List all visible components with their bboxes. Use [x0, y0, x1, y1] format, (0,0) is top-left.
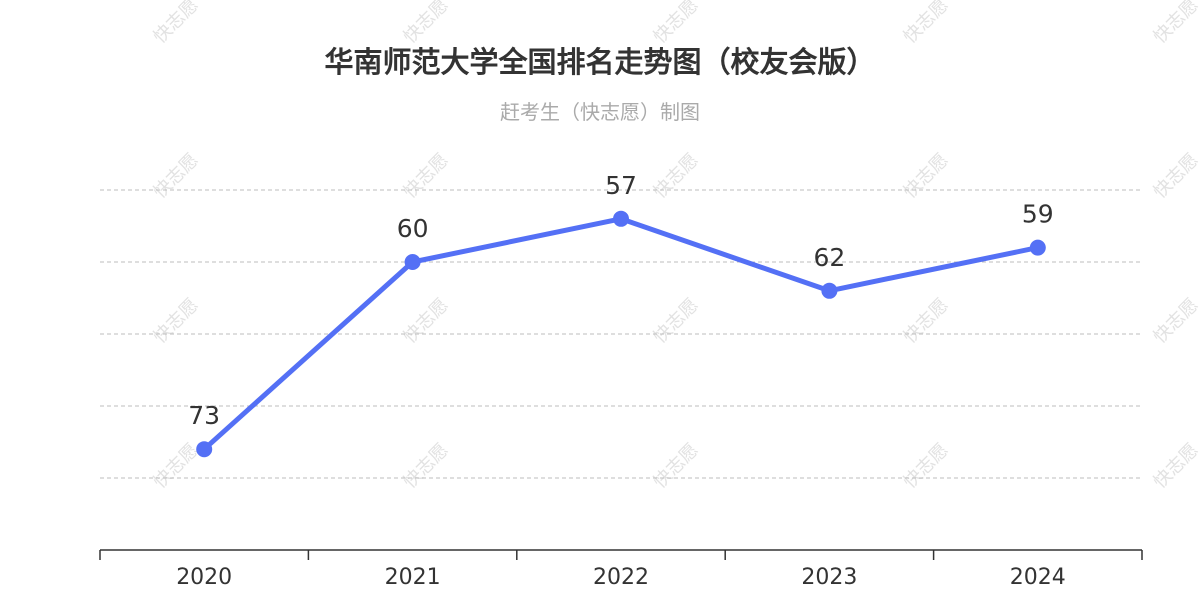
data-point — [196, 441, 213, 458]
watermark-text: 快志愿 — [1150, 150, 1200, 203]
data-point — [404, 254, 421, 270]
watermark-text: 快志愿 — [1150, 0, 1200, 48]
watermark-text: 快志愿 — [400, 440, 453, 493]
watermark-text: 快志愿 — [150, 150, 203, 203]
watermark-text: 快志愿 — [650, 440, 703, 493]
grid-lines — [100, 189, 1142, 479]
watermark-text: 快志愿 — [900, 440, 953, 493]
chart-subtitle: 赶考生（快志愿）制图 — [500, 100, 700, 124]
watermark-text: 快志愿 — [650, 0, 703, 48]
watermark-text: 快志愿 — [400, 150, 453, 203]
data-label: 62 — [813, 243, 845, 272]
watermark-text: 快志愿 — [1150, 295, 1200, 348]
x-tick-label: 2021 — [385, 565, 441, 590]
x-tick-label: 2023 — [801, 565, 857, 590]
watermark-text: 快志愿 — [650, 295, 703, 348]
watermark-text: 快志愿 — [400, 0, 453, 48]
data-label: 59 — [1022, 200, 1054, 229]
x-tick-label: 2024 — [1010, 565, 1066, 590]
data-point — [613, 210, 629, 227]
watermark-text: 快志愿 — [900, 150, 953, 203]
watermark-text: 快志愿 — [150, 295, 203, 348]
x-axis-ticks — [99, 550, 1143, 560]
chart-title: 华南师范大学全国排名走势图（校友会版） — [324, 45, 875, 79]
watermark-text: 快志愿 — [650, 150, 703, 203]
data-point — [821, 282, 838, 299]
data-label: 60 — [397, 214, 429, 243]
data-label: 73 — [188, 401, 220, 430]
watermark-text: 快志愿 — [900, 295, 953, 348]
x-axis-labels: 2020 2021 2022 2023 2024 — [176, 565, 1066, 590]
watermark-text: 快志愿 — [150, 440, 203, 493]
data-point — [1029, 239, 1046, 256]
watermark-text: 快志愿 — [150, 0, 203, 48]
x-tick-label: 2022 — [593, 565, 649, 590]
series-rank — [196, 210, 1046, 458]
watermark-text: 快志愿 — [900, 0, 953, 48]
watermark-text: 快志愿 — [1150, 440, 1200, 493]
watermark-text: 快志愿 — [400, 295, 453, 348]
data-label: 57 — [605, 171, 637, 200]
data-labels: 73 60 57 62 59 — [188, 171, 1053, 430]
x-tick-label: 2020 — [176, 565, 232, 590]
